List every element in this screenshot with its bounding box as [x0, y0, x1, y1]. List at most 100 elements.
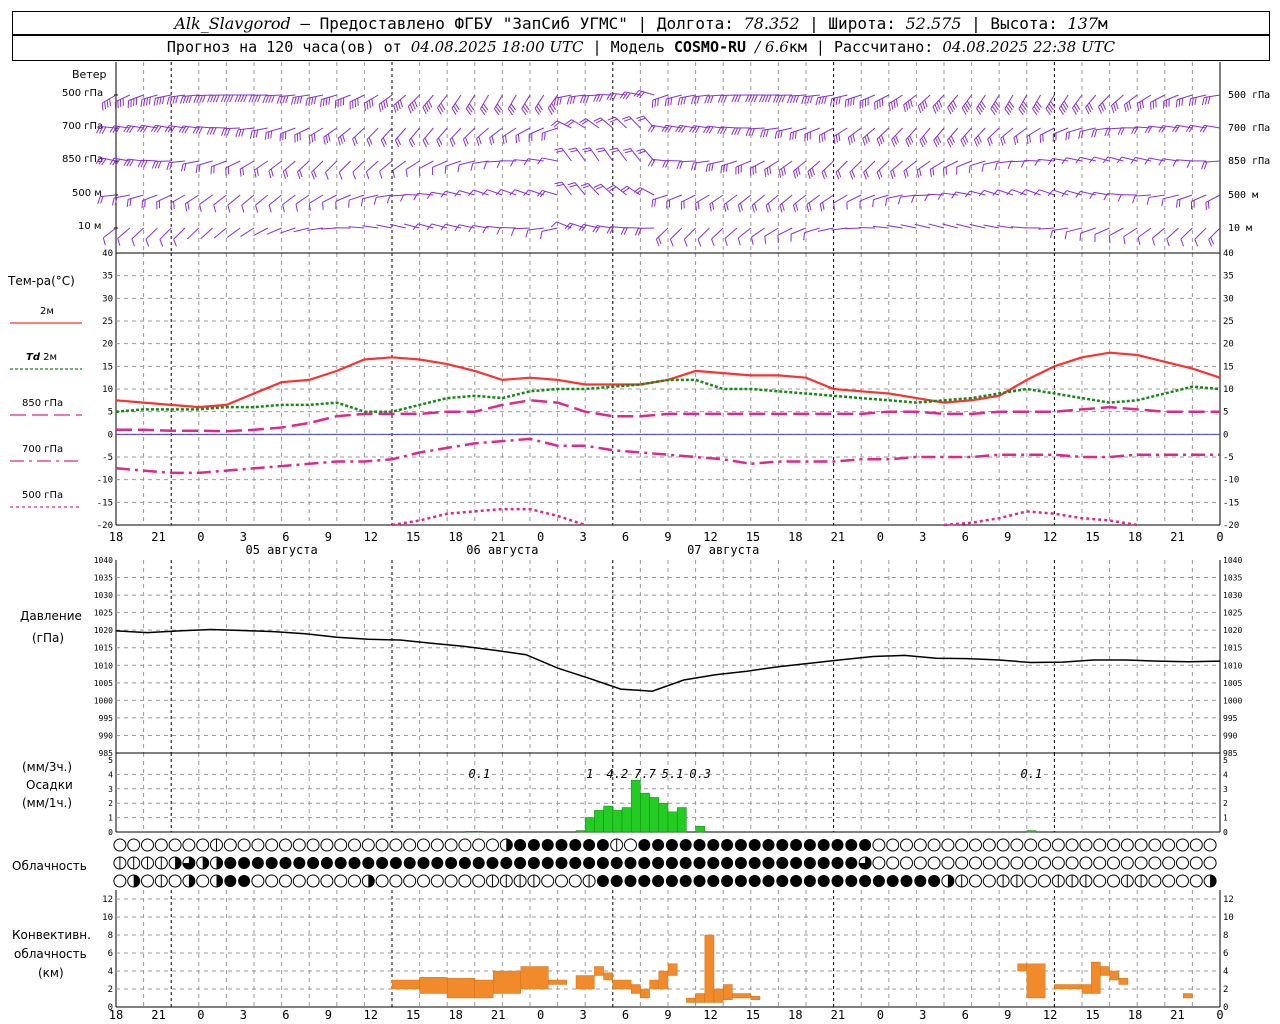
- wind-barb-flag: [581, 119, 589, 125]
- wind-barb-flag: [239, 168, 242, 177]
- wind-barb-flag: [765, 205, 769, 213]
- conv-xtick: 3: [579, 1008, 586, 1022]
- wind-barb-flag: [597, 149, 606, 153]
- cloud-symbol: [251, 874, 265, 888]
- conv-xtick: 6: [282, 1008, 289, 1022]
- wind-barb-flag: [583, 149, 592, 153]
- cloud-circle: [1134, 838, 1148, 852]
- cloud-symbol: [831, 839, 844, 851]
- cloud-symbol: [928, 875, 941, 887]
- wind-barb: [373, 194, 393, 205]
- wind-barb-flag: [961, 107, 967, 115]
- conv-ytick-right: 12: [1223, 895, 1234, 905]
- cloud-circle: [251, 838, 265, 852]
- wind-barb-flag: [636, 148, 644, 152]
- cloud-symbol: [1162, 838, 1176, 852]
- wind-barb: [282, 160, 296, 179]
- cloud-circle: [168, 838, 182, 852]
- wind-barb-flag: [173, 239, 177, 247]
- wind-barb: [392, 160, 407, 178]
- wind-barb: [917, 94, 931, 114]
- wind-barb: [1123, 227, 1138, 245]
- wind-barb-staff: [737, 227, 752, 239]
- calc-time: 04.08.2025 22:38 UTC: [942, 38, 1116, 56]
- wind-barb: [897, 194, 917, 205]
- cloud-overcast: [872, 875, 885, 887]
- wind-barb-flag: [255, 205, 259, 213]
- wind-barb: [651, 94, 669, 108]
- wind-barb-flag: [570, 149, 578, 153]
- wind-barb-flag: [1126, 102, 1130, 111]
- wind-barb-flag: [1089, 192, 1095, 200]
- cloud-symbol: [1065, 838, 1079, 852]
- cloud-symbol: [210, 856, 223, 870]
- cloud-circle: [472, 874, 486, 888]
- wind-barb-flag: [833, 202, 835, 211]
- wind-barb-flag: [624, 150, 633, 154]
- cloud-circle: [1079, 838, 1093, 852]
- wind-barb-staff: [872, 225, 889, 229]
- cloud-symbol: [776, 875, 789, 887]
- wind-barb: [1188, 94, 1207, 107]
- wind-barb: [1186, 160, 1207, 169]
- wind-barb-flag: [252, 130, 256, 139]
- cloud-symbol: [624, 838, 637, 852]
- cloud-circle: [1162, 856, 1176, 870]
- temp-ytick-right: 35: [1223, 272, 1234, 282]
- series-td: [115, 378, 1221, 413]
- wind-barb-staff: [777, 227, 793, 236]
- wind-barb: [888, 94, 903, 112]
- wind-barb-flag: [1021, 103, 1027, 111]
- wind-barb: [1098, 94, 1110, 114]
- wind-barb-flag: [509, 189, 516, 196]
- cloud-symbol: [652, 857, 665, 869]
- cloud-symbol: [279, 874, 292, 888]
- wind-barb-flag: [196, 95, 200, 103]
- wind-barb-staff: [268, 194, 282, 206]
- wind-barb-flag: [1102, 156, 1109, 164]
- cloud-overcast: [417, 857, 430, 869]
- wind-barb-flag: [778, 95, 783, 103]
- wind-barb-flag: [145, 238, 150, 247]
- wind-barb-flag: [467, 189, 474, 197]
- wind-barb: [1058, 94, 1069, 115]
- conv-title-1: Конвективн.: [12, 928, 91, 942]
- cloud-overcast: [293, 857, 306, 869]
- cloud-overcast: [762, 839, 775, 851]
- wind-barb-flag: [878, 169, 883, 178]
- wind-barb-staff: [541, 157, 558, 162]
- wind-barb-flag: [888, 103, 891, 112]
- wind-barb-flag: [320, 99, 322, 108]
- cloud-symbol: [541, 874, 555, 888]
- wind-barb: [537, 189, 558, 198]
- wind-barb-flag: [1065, 132, 1068, 141]
- cloud-overcast: [238, 875, 251, 887]
- wind-barb: [976, 94, 986, 115]
- wind-barb-staff: [432, 160, 448, 168]
- wind-barb: [946, 127, 959, 148]
- temp-xtick: 0: [1216, 530, 1223, 544]
- cloud-symbol: [969, 874, 982, 888]
- conv-xtick: 0: [537, 1008, 544, 1022]
- wind-barb-flag: [622, 187, 630, 193]
- wind-barb-flag: [143, 160, 148, 168]
- wind-barb-flag: [188, 95, 192, 103]
- wind-barb-staff: [473, 189, 489, 196]
- wind-barb: [564, 222, 586, 231]
- wind-barb: [956, 160, 972, 175]
- cloud-symbol: [113, 856, 127, 870]
- precip-bar: [612, 810, 623, 833]
- wind-barb-flag: [654, 198, 656, 207]
- series-t850: [116, 399, 1220, 433]
- wind-barb-flag: [806, 95, 811, 104]
- wind-barb-flag: [556, 183, 564, 187]
- wind-barb: [1094, 227, 1110, 243]
- wind-barb-flag: [751, 205, 755, 213]
- cloud-circle: [458, 874, 472, 888]
- wind-barb: [835, 160, 848, 180]
- cloud-symbol: [996, 856, 1010, 870]
- cloud-circle: [127, 838, 141, 852]
- wind-barb-flag: [609, 186, 617, 192]
- precip-ytick-right: 4: [1223, 770, 1228, 779]
- wind-barb: [156, 194, 172, 210]
